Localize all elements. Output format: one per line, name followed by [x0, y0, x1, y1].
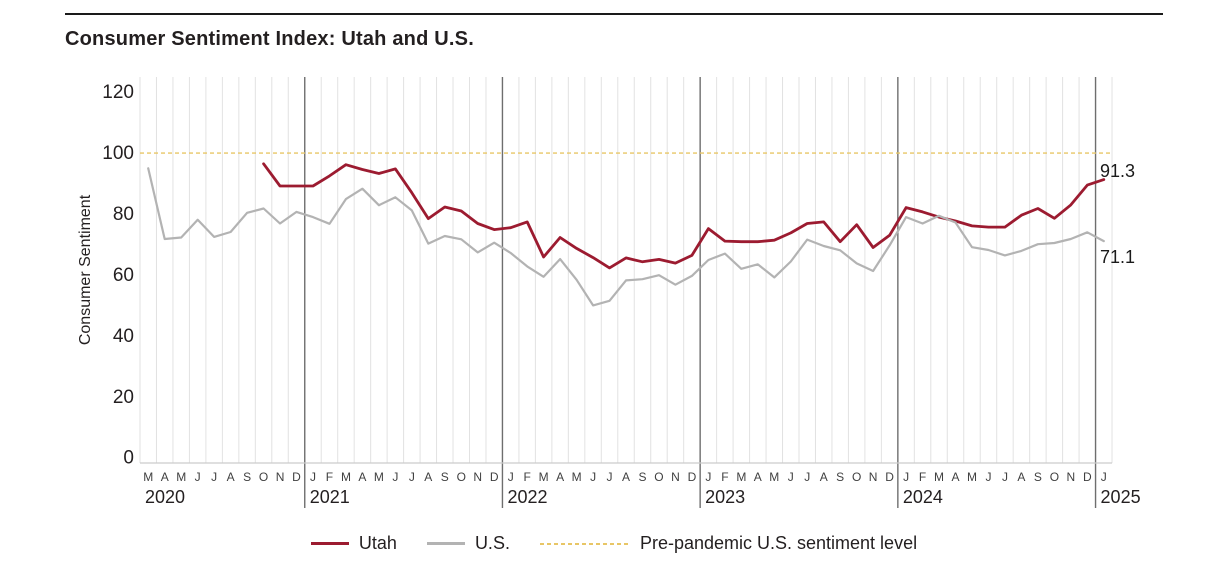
month-label: F	[523, 470, 530, 484]
chart-title: Consumer Sentiment Index: Utah and U.S.	[65, 28, 474, 50]
month-label: A	[820, 470, 828, 484]
month-label: J	[985, 470, 991, 484]
month-label: M	[769, 470, 779, 484]
us-series-line	[147, 167, 1105, 307]
month-label: D	[490, 470, 499, 484]
month-label: A	[358, 470, 366, 484]
prepandemic-dashed-line-swatch-icon	[539, 542, 630, 545]
month-label: J	[409, 470, 415, 484]
month-label: J	[392, 470, 398, 484]
month-label: S	[836, 470, 844, 484]
month-label: J	[788, 470, 794, 484]
month-label: J	[195, 470, 201, 484]
legend: Utah U.S. Pre-pandemic U.S. sentiment le…	[0, 533, 1228, 554]
month-label: J	[508, 470, 514, 484]
month-label: S	[638, 470, 646, 484]
us-line-swatch-icon	[426, 542, 465, 545]
year-label-2022: 2022	[507, 487, 547, 507]
month-label: J	[804, 470, 810, 484]
us-end-value-label: 71.1	[1100, 247, 1136, 267]
month-label: M	[374, 470, 384, 484]
month-label: M	[572, 470, 582, 484]
utah-end-value-label: 91.3	[1100, 161, 1136, 181]
legend-label-us: U.S.	[474, 533, 510, 553]
month-label: N	[1067, 470, 1076, 484]
legend-item-prepandemic: Pre-pandemic U.S. sentiment level	[539, 533, 918, 554]
y-tick-label: 120	[102, 82, 134, 103]
month-label: A	[754, 470, 762, 484]
month-label: N	[671, 470, 680, 484]
year-label-2023: 2023	[705, 487, 745, 507]
month-label: M	[143, 470, 153, 484]
month-label: J	[310, 470, 316, 484]
y-tick-label: 80	[113, 204, 134, 225]
month-label: A	[161, 470, 169, 484]
month-label: S	[1034, 470, 1042, 484]
month-label: F	[721, 470, 728, 484]
month-label: J	[1002, 470, 1008, 484]
month-label: M	[736, 470, 746, 484]
month-label: D	[1083, 470, 1092, 484]
month-label: M	[176, 470, 186, 484]
month-label: J	[903, 470, 909, 484]
month-label: M	[539, 470, 549, 484]
month-label: A	[622, 470, 630, 484]
month-label: O	[654, 470, 663, 484]
month-label: A	[556, 470, 564, 484]
month-label: D	[292, 470, 301, 484]
month-label: S	[243, 470, 251, 484]
legend-label-utah: Utah	[358, 533, 397, 553]
legend-label-prepandemic: Pre-pandemic U.S. sentiment level	[639, 533, 918, 553]
year-label-2020: 2020	[145, 487, 185, 507]
month-label: M	[967, 470, 977, 484]
month-label: O	[259, 470, 268, 484]
month-label: F	[919, 470, 926, 484]
month-label: M	[341, 470, 351, 484]
y-tick-label: 100	[102, 143, 134, 164]
year-label-2025: 2025	[1101, 487, 1141, 507]
month-label: A	[952, 470, 960, 484]
month-label: D	[885, 470, 894, 484]
y-tick-label: 0	[123, 448, 134, 469]
year-label-2024: 2024	[903, 487, 943, 507]
month-label: N	[276, 470, 285, 484]
month-label: N	[869, 470, 878, 484]
utah-series-line	[262, 162, 1106, 270]
month-label: O	[1050, 470, 1059, 484]
month-label: O	[852, 470, 861, 484]
top-rule	[65, 13, 1163, 15]
month-label: J	[705, 470, 711, 484]
month-label: N	[473, 470, 482, 484]
month-label: A	[1017, 470, 1025, 484]
month-label: F	[326, 470, 333, 484]
utah-line-swatch-icon	[310, 542, 349, 545]
month-label: A	[227, 470, 235, 484]
month-label: J	[211, 470, 217, 484]
month-label: J	[590, 470, 596, 484]
month-label: D	[688, 470, 697, 484]
month-label: J	[1101, 470, 1107, 484]
y-tick-label: 60	[113, 265, 134, 286]
y-tick-label: 20	[113, 387, 134, 408]
month-label: O	[457, 470, 466, 484]
year-label-2021: 2021	[310, 487, 350, 507]
y-tick-label: 40	[113, 326, 134, 347]
month-label: M	[934, 470, 944, 484]
month-label: J	[607, 470, 613, 484]
month-label: S	[441, 470, 449, 484]
month-label: A	[424, 470, 432, 484]
legend-item-us: U.S.	[426, 533, 510, 554]
legend-item-utah: Utah	[310, 533, 397, 554]
